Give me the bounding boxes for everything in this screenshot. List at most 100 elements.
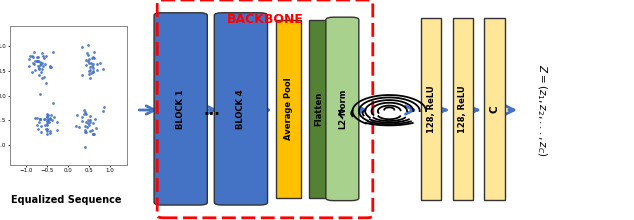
Point <box>42 113 53 116</box>
Point <box>87 66 98 70</box>
Point <box>33 65 43 68</box>
Point <box>82 126 92 129</box>
Text: BLOCK 1: BLOCK 1 <box>176 89 185 129</box>
Point <box>48 101 58 104</box>
Point <box>81 112 91 115</box>
Point <box>91 126 101 130</box>
Point <box>39 56 49 60</box>
Point <box>88 132 98 136</box>
Point <box>42 114 52 118</box>
Text: BLOCK 4: BLOCK 4 <box>236 89 245 129</box>
Point <box>37 67 48 70</box>
Text: Flatten: Flatten <box>314 92 323 126</box>
Point <box>81 63 91 67</box>
Point <box>36 130 46 134</box>
Point <box>77 116 87 119</box>
Point <box>88 132 98 135</box>
Point <box>37 77 48 80</box>
Point <box>98 109 108 113</box>
Point <box>42 127 52 131</box>
Point <box>42 122 52 125</box>
Point <box>79 108 89 112</box>
Point <box>52 128 62 132</box>
Point <box>49 116 60 119</box>
Point <box>88 70 98 74</box>
Point <box>25 54 35 58</box>
Point <box>79 128 89 132</box>
Point <box>86 61 96 64</box>
FancyBboxPatch shape <box>154 13 207 205</box>
Point <box>98 105 108 109</box>
Point <box>89 50 99 54</box>
Point <box>34 73 44 76</box>
FancyBboxPatch shape <box>214 13 268 205</box>
Point <box>71 125 81 128</box>
Point <box>30 68 40 72</box>
Point <box>80 130 90 134</box>
Point <box>81 121 91 124</box>
Point <box>88 122 98 125</box>
Point <box>36 70 46 73</box>
Point <box>42 132 53 136</box>
Point <box>36 117 46 121</box>
Point <box>48 50 58 54</box>
Point <box>34 121 44 124</box>
Text: Equalized Sequence: Equalized Sequence <box>11 195 122 205</box>
Point <box>32 123 42 126</box>
Point <box>29 62 39 66</box>
Point <box>82 51 92 55</box>
Point <box>41 123 51 127</box>
Point <box>85 76 95 80</box>
FancyBboxPatch shape <box>453 18 473 200</box>
Point <box>32 59 42 63</box>
Point <box>86 71 96 74</box>
Point <box>39 75 49 78</box>
Point <box>38 64 48 68</box>
Point <box>24 57 34 61</box>
Point <box>46 64 56 68</box>
Text: 128, ReLU: 128, ReLU <box>427 85 436 133</box>
Point <box>84 118 94 121</box>
Point <box>27 55 37 58</box>
Point <box>27 61 37 65</box>
Point <box>79 145 89 149</box>
Point <box>52 120 62 123</box>
Text: $Z{=}(z_1,z_2,...,z_C)$: $Z{=}(z_1,z_2,...,z_C)$ <box>535 64 549 156</box>
Point <box>85 69 95 72</box>
Point <box>45 131 55 135</box>
Point <box>45 65 55 69</box>
Point <box>81 130 91 134</box>
Point <box>43 118 53 122</box>
Point <box>30 59 41 63</box>
Point <box>39 117 49 120</box>
FancyBboxPatch shape <box>326 17 359 201</box>
Point <box>32 59 42 63</box>
Point <box>32 128 42 131</box>
Point <box>83 121 93 125</box>
Point <box>23 64 34 68</box>
Point <box>84 57 94 61</box>
Point <box>32 116 42 119</box>
Text: Average Pool: Average Pool <box>284 78 293 140</box>
Point <box>28 56 38 59</box>
Point <box>38 54 48 58</box>
Point <box>84 70 94 73</box>
Point <box>46 113 56 117</box>
Point <box>74 125 84 128</box>
Point <box>45 116 55 120</box>
Point <box>40 123 50 127</box>
Text: L2-Norm: L2-Norm <box>338 89 347 129</box>
Point <box>35 61 45 64</box>
Point <box>44 120 55 124</box>
Point <box>36 62 46 66</box>
Point <box>89 118 100 121</box>
Point <box>42 113 53 117</box>
Text: BACKBONE: BACKBONE <box>226 13 304 26</box>
Text: 128, ReLU: 128, ReLU <box>458 85 467 133</box>
Point <box>32 56 42 59</box>
Point <box>87 128 98 132</box>
Point <box>84 114 94 118</box>
Point <box>83 60 93 63</box>
Point <box>46 65 56 69</box>
Point <box>33 59 43 63</box>
